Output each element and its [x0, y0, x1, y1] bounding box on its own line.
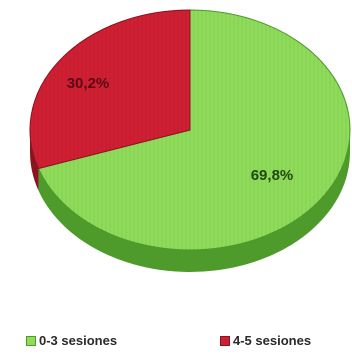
legend-label: 4-5 sesiones	[233, 333, 312, 348]
legend: 0-3 sesiones 4-5 sesiones	[0, 333, 352, 355]
legend-item-0-3-sesiones: 0-3 sesiones	[26, 333, 117, 348]
pie-side-0	[38, 130, 351, 272]
pie-data-label: 69,8%	[251, 167, 294, 184]
legend-label: 0-3 sesiones	[39, 333, 118, 348]
legend-item-4-5-sesiones: 4-5 sesiones	[220, 333, 311, 348]
legend-swatch-red	[220, 335, 230, 346]
legend-swatch-green	[26, 335, 36, 346]
pie-body	[29, 9, 351, 272]
pie-side-1	[30, 130, 39, 191]
pie-slice-texture-1	[29, 10, 190, 169]
pie-slice-texture-0	[38, 10, 351, 250]
pie-chart: 69,8% 30,2%	[29, 9, 351, 272]
pie-labels: 69,8% 30,2%	[67, 75, 294, 184]
pie-data-label: 30,2%	[67, 75, 110, 92]
